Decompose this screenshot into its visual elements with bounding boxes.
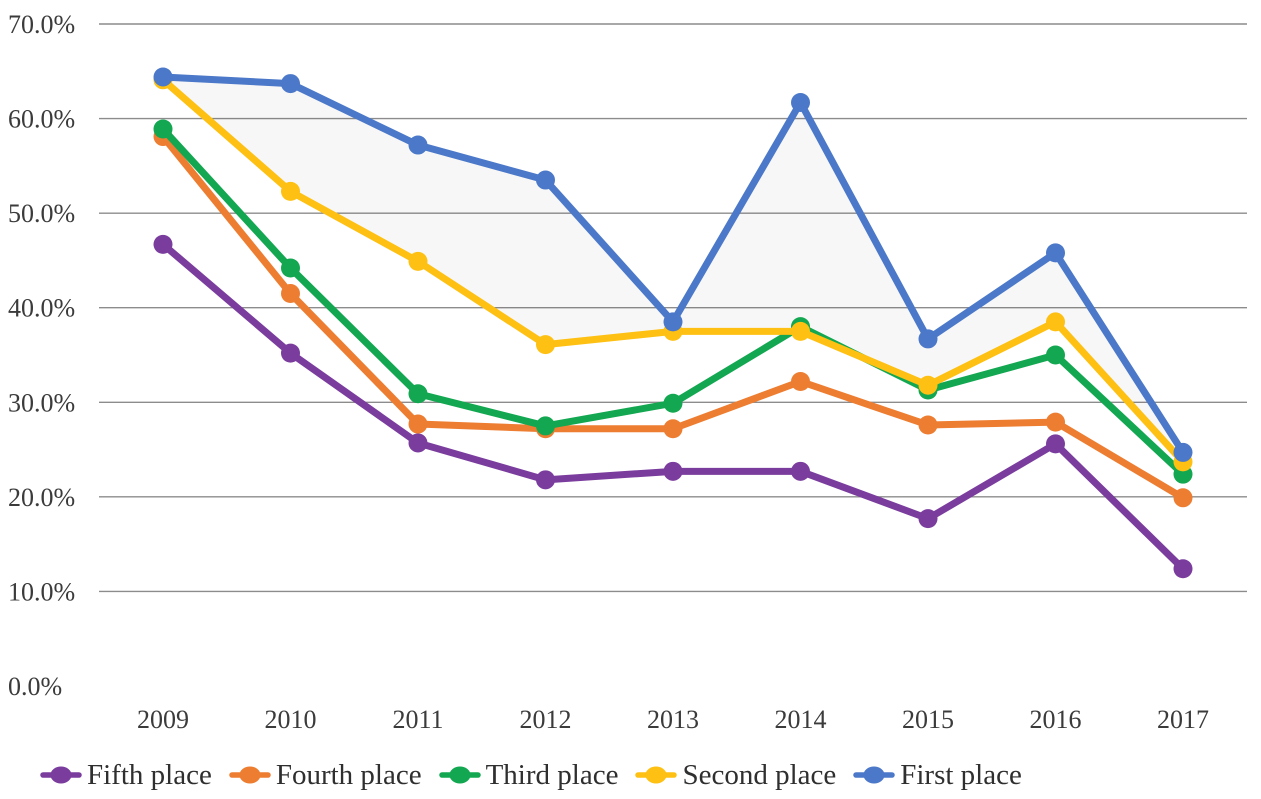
- y-tick-label: 10.0%: [8, 577, 75, 606]
- legend-item-third-place: Third place: [438, 758, 619, 791]
- legend-marker-dot: [50, 766, 72, 784]
- data-point-second-place-2011: [408, 251, 428, 271]
- data-point-second-place-2010: [281, 181, 300, 201]
- legend-label: Fourth place: [275, 758, 422, 791]
- x-tick-label: 2015: [902, 705, 954, 734]
- series-first-place: [153, 67, 1193, 462]
- legend-item-fourth-place: Fourth place: [229, 760, 422, 790]
- legend-marker-icon: [438, 766, 481, 784]
- data-point-fifth-place-2017: [1173, 559, 1193, 579]
- data-point-fourth-place-2015: [918, 415, 938, 435]
- legend-label: Second place: [682, 758, 837, 791]
- legend-marker-icon: [40, 766, 82, 784]
- data-point-third-place-2010: [281, 258, 300, 278]
- data-point-second-place-2014: [791, 321, 810, 341]
- data-point-first-place-2012: [536, 170, 555, 190]
- y-tick-label: 60.0%: [8, 105, 75, 134]
- data-point-first-place-2016: [1046, 243, 1065, 263]
- data-point-fourth-place-2016: [1046, 412, 1065, 432]
- y-tick-label: 50.0%: [8, 199, 75, 228]
- legend-label: First place: [900, 758, 1022, 791]
- y-tick-label: 30.0%: [8, 388, 75, 417]
- legend-marker-icon: [853, 766, 895, 784]
- data-point-fourth-place-2011: [408, 414, 428, 434]
- legend-item-fifth-place: Fifth place: [40, 760, 212, 790]
- data-point-third-place-2016: [1046, 345, 1065, 365]
- y-tick-label: 0.0%: [8, 672, 62, 701]
- data-point-fifth-place-2015: [918, 509, 938, 529]
- data-point-second-place-2012: [536, 335, 555, 355]
- data-point-fifth-place-2012: [536, 470, 555, 490]
- data-point-first-place-2014: [791, 93, 810, 113]
- data-point-fifth-place-2010: [281, 343, 300, 363]
- x-tick-label: 2014: [775, 705, 827, 734]
- data-point-fourth-place-2014: [791, 371, 810, 391]
- legend-marker-dot: [449, 766, 471, 784]
- legend-label: Third place: [485, 758, 619, 791]
- data-point-fourth-place-2013: [663, 419, 683, 439]
- x-tick-label: 2012: [520, 705, 572, 734]
- chart-legend: Fifth place Fourth place Third place Second…: [40, 754, 1240, 796]
- x-tick-label: 2013: [647, 705, 699, 734]
- legend-label: Fifth place: [87, 758, 212, 791]
- x-tick-label: 2011: [392, 705, 443, 734]
- legend-marker-icon: [229, 766, 271, 784]
- data-point-fifth-place-2013: [663, 461, 683, 481]
- data-point-third-place-2011: [408, 384, 428, 404]
- y-axis-labels: 70.0% 60.0% 50.0% 40.0% 30.0% 20.0% 10.0% 0.0%: [8, 10, 75, 701]
- x-tick-label: 2010: [265, 705, 317, 734]
- data-point-first-place-2015: [918, 329, 938, 349]
- data-point-third-place-2013: [663, 393, 683, 413]
- data-point-second-place-2016: [1046, 312, 1065, 332]
- legend-marker-icon: [635, 766, 678, 784]
- y-tick-label: 70.0%: [8, 10, 75, 39]
- legend-item-first-place: First place: [853, 760, 1022, 790]
- x-tick-label: 2009: [137, 705, 189, 734]
- data-point-fourth-place-2017: [1173, 488, 1193, 508]
- data-point-third-place-2009: [153, 119, 173, 139]
- legend-marker-dot: [645, 766, 667, 784]
- data-point-first-place-2009: [153, 67, 173, 87]
- x-tick-label: 2017: [1157, 705, 1209, 734]
- data-point-fourth-place-2010: [281, 284, 300, 304]
- data-point-third-place-2012: [536, 416, 555, 436]
- data-point-fifth-place-2011: [408, 433, 428, 453]
- legend-marker-dot: [239, 766, 261, 784]
- data-point-fifth-place-2016: [1046, 434, 1065, 454]
- y-tick-label: 40.0%: [8, 294, 75, 323]
- series-fifth-place: [153, 234, 1193, 579]
- x-tick-label: 2016: [1030, 705, 1082, 734]
- data-point-first-place-2013: [663, 312, 683, 332]
- data-point-first-place-2017: [1173, 442, 1193, 462]
- legend-item-second-place: Second place: [635, 760, 836, 790]
- y-tick-label: 20.0%: [8, 483, 75, 512]
- data-point-fifth-place-2014: [791, 461, 810, 481]
- data-point-first-place-2011: [408, 135, 428, 155]
- data-point-fifth-place-2009: [153, 234, 173, 254]
- data-point-first-place-2010: [281, 74, 300, 94]
- data-point-second-place-2015: [918, 375, 938, 395]
- legend-marker-dot: [863, 766, 885, 784]
- x-axis-labels: 2009 2010 2011 2012 2013 2014 2015 2016 2017: [137, 705, 1209, 734]
